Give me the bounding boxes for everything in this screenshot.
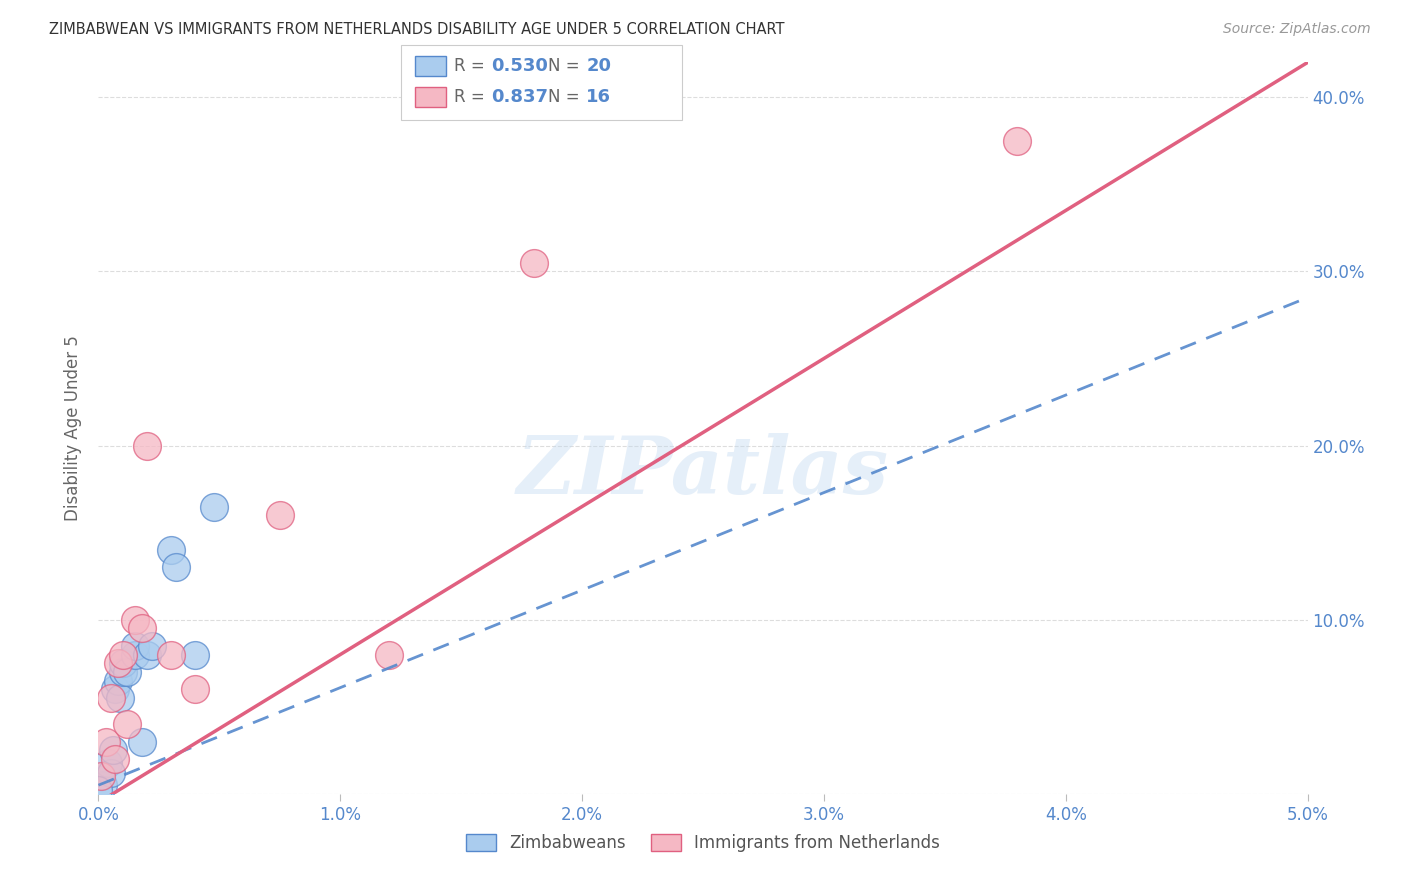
- Point: [117, 665, 139, 679]
- Text: N =: N =: [548, 57, 585, 75]
- Point: [97, 756, 120, 770]
- Text: 16: 16: [586, 88, 612, 106]
- Point: [124, 648, 146, 662]
- Point: [184, 648, 207, 662]
- Point: [108, 691, 131, 706]
- Legend: Zimbabweans, Immigrants from Netherlands: Zimbabweans, Immigrants from Netherlands: [460, 827, 946, 859]
- Point: [160, 648, 183, 662]
- Point: [141, 639, 163, 653]
- Point: [131, 734, 153, 748]
- Point: [124, 613, 146, 627]
- Point: [111, 657, 134, 671]
- Text: 0.837: 0.837: [491, 88, 548, 106]
- Point: [135, 439, 157, 453]
- Point: [111, 648, 134, 662]
- Point: [111, 665, 134, 679]
- Point: [131, 622, 153, 636]
- Text: R =: R =: [454, 88, 491, 106]
- Point: [100, 691, 122, 706]
- Text: N =: N =: [548, 88, 585, 106]
- Text: 0.530: 0.530: [491, 57, 547, 75]
- Point: [100, 766, 122, 780]
- Point: [160, 543, 183, 558]
- Point: [377, 648, 399, 662]
- Point: [101, 743, 124, 757]
- Point: [124, 639, 146, 653]
- Point: [135, 648, 157, 662]
- Point: [90, 769, 112, 783]
- Text: ZIMBABWEAN VS IMMIGRANTS FROM NETHERLANDS DISABILITY AGE UNDER 5 CORRELATION CHA: ZIMBABWEAN VS IMMIGRANTS FROM NETHERLAND…: [49, 22, 785, 37]
- Point: [87, 783, 110, 797]
- Text: R =: R =: [454, 57, 491, 75]
- Point: [107, 657, 129, 671]
- Point: [184, 682, 207, 697]
- Point: [91, 778, 114, 792]
- Point: [104, 752, 127, 766]
- Text: Source: ZipAtlas.com: Source: ZipAtlas.com: [1223, 22, 1371, 37]
- Point: [204, 500, 226, 514]
- Text: ZIPatlas: ZIPatlas: [517, 434, 889, 511]
- Point: [165, 560, 187, 574]
- Y-axis label: Disability Age Under 5: Disability Age Under 5: [65, 335, 83, 521]
- Point: [523, 256, 546, 270]
- Point: [117, 717, 139, 731]
- Point: [107, 673, 129, 688]
- Point: [94, 734, 117, 748]
- Point: [104, 682, 127, 697]
- Text: 20: 20: [586, 57, 612, 75]
- Point: [269, 508, 291, 523]
- Point: [1007, 134, 1029, 148]
